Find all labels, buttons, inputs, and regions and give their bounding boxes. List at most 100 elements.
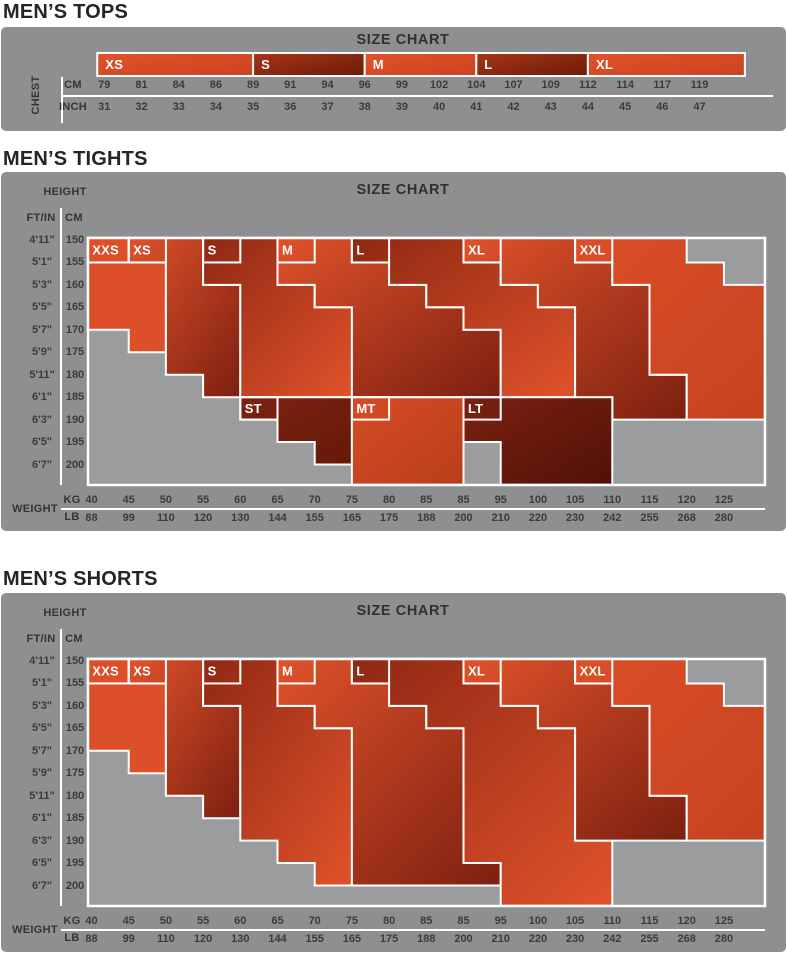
mens-shorts-panel: XXS XS S M L XL XXL SIZE CHART HEIGHT FT/IN CM… — [1, 593, 786, 952]
height-cm-value: 155 — [65, 256, 85, 269]
chest-inch-value: 39 — [395, 101, 409, 113]
height-cm-value: 150 — [65, 655, 85, 667]
weight-lb-value: 155 — [305, 932, 324, 945]
size-segment-label-m: M — [373, 57, 384, 72]
mens-tights-panel: XXS XS S M L XL XXL ST MT LT SIZE CHART HEIGHT FT… — [1, 172, 786, 531]
chest-cm-value: 81 — [135, 79, 148, 91]
weight-lb-value: 255 — [640, 511, 659, 524]
chest-cm-value: 79 — [98, 79, 111, 91]
chest-cm-value: 99 — [395, 79, 409, 91]
chest-cm-value: 86 — [209, 79, 223, 91]
height-ftin-value: 6'3" — [31, 834, 53, 847]
chest-inch-value: 35 — [246, 101, 260, 113]
size-segment-l — [475, 52, 589, 77]
region-label-s: S — [208, 243, 217, 258]
height-ftin-value: 5'11" — [29, 368, 55, 381]
chest-inch-value: 44 — [581, 101, 595, 113]
weight-lb-value: 220 — [528, 511, 548, 524]
weight-axis-label: WEIGHT — [12, 924, 58, 936]
row-divider-line — [61, 95, 773, 97]
heading-mens-shorts: MEN’S SHORTS — [3, 568, 158, 590]
region-label-xl: XL — [468, 664, 485, 679]
chest-cm-value: 117 — [653, 79, 672, 91]
chest-inch-value: 32 — [135, 101, 148, 113]
height-cm-value: 195 — [65, 436, 85, 449]
weight-kg-value: 60 — [234, 494, 247, 506]
weight-lb-value: 130 — [231, 511, 250, 524]
height-cm-value: 185 — [65, 391, 85, 404]
region-label-s: S — [208, 664, 217, 679]
weight-lb-value: 268 — [677, 932, 696, 945]
height-cm-value: 175 — [65, 767, 85, 780]
height-ftin-value: 5'9" — [31, 346, 53, 359]
weight-lb-value: 144 — [268, 511, 287, 524]
weight-axis-label: WEIGHT — [12, 503, 58, 515]
axis-divider-line — [60, 629, 62, 906]
weight-kg-value: 85 — [457, 915, 470, 927]
weight-lb-value: 268 — [677, 511, 696, 524]
size-segment-label-l: L — [484, 57, 492, 72]
size-segment-label-xs: XS — [105, 57, 123, 72]
chest-inch-value: 41 — [470, 101, 483, 113]
weight-kg-value: 95 — [494, 915, 507, 927]
region-label-box-st — [239, 396, 279, 421]
region-label-m: M — [282, 664, 293, 679]
weight-lb-value: 242 — [603, 932, 622, 945]
weight-kg-value: 115 — [640, 915, 659, 927]
weight-lb-value: 175 — [379, 511, 399, 524]
weight-kg-value: 50 — [159, 494, 173, 506]
cm-row-label: CM — [64, 79, 82, 91]
region-label-xxs: XXS — [92, 243, 119, 258]
size-segment-label-xl: XL — [596, 57, 613, 72]
weight-lb-value: 220 — [528, 932, 548, 945]
chest-inch-value: 45 — [618, 101, 632, 113]
region-label-xs: XS — [133, 664, 151, 679]
region-label-xl: XL — [468, 243, 485, 258]
tops-size-bar-chart: XS S M L XL — [96, 52, 746, 77]
height-ftin-value: 5'1" — [31, 256, 53, 269]
height-ftin-value: 4'11" — [29, 234, 55, 246]
chest-inch-value: 34 — [209, 101, 223, 113]
weight-kg-value: 70 — [308, 915, 321, 927]
chest-inch-value: 33 — [172, 101, 185, 113]
weight-kg-value: 60 — [234, 915, 247, 927]
cm-unit-label: CM — [65, 633, 83, 645]
weight-kg-value: 120 — [677, 494, 696, 506]
height-cm-value: 160 — [65, 699, 85, 712]
weight-kg-value: 45 — [122, 494, 135, 506]
region-label-mt: MT — [356, 401, 375, 416]
weight-lb-value: 99 — [122, 932, 135, 945]
height-ftin-value: 6'7" — [31, 458, 53, 471]
weight-kg-value: 85 — [420, 494, 433, 506]
chest-axis-label: CHEST — [30, 75, 42, 115]
height-ftin-value: 6'1" — [31, 812, 53, 825]
height-ftin-value: 6'1" — [31, 391, 53, 404]
weight-lb-value: 230 — [565, 511, 585, 524]
chest-cm-value: 94 — [321, 79, 334, 91]
chest-inch-value: 40 — [432, 101, 446, 113]
height-cm-value: 185 — [65, 812, 85, 825]
height-axis-label: HEIGHT — [43, 186, 87, 198]
chest-inch-value: 31 — [98, 101, 111, 113]
weight-kg-value: 55 — [196, 494, 210, 506]
tights-size-region-chart: XXS XS S M L XL XXL ST MT LT — [86, 236, 767, 487]
chest-inch-value: 42 — [507, 101, 520, 113]
height-ftin-value: 5'3" — [31, 699, 53, 712]
weight-kg-value: 95 — [494, 494, 507, 506]
weight-kg-value: 125 — [714, 494, 734, 506]
weight-kg-value: 65 — [271, 915, 284, 927]
region-xxl — [574, 657, 766, 842]
weight-kg-value: 50 — [159, 915, 173, 927]
height-ftin-value: 5'5" — [31, 301, 53, 314]
region-label-l: L — [356, 664, 364, 679]
region-label-l: L — [356, 243, 364, 258]
weight-lb-value: 88 — [85, 511, 98, 524]
chest-inch-value: 47 — [693, 101, 706, 113]
height-ftin-value: 5'9" — [31, 767, 53, 780]
height-cm-value: 150 — [65, 234, 85, 246]
height-cm-value: 180 — [65, 789, 85, 802]
lb-unit-label: LB — [64, 932, 80, 944]
heading-mens-tops: MEN’S TOPS — [3, 1, 128, 23]
weight-kg-value: 120 — [677, 915, 696, 927]
mens-tops-panel: XS S M L XL SIZE CHART CHEST CM INCH 79 81 84 8… — [1, 27, 786, 131]
